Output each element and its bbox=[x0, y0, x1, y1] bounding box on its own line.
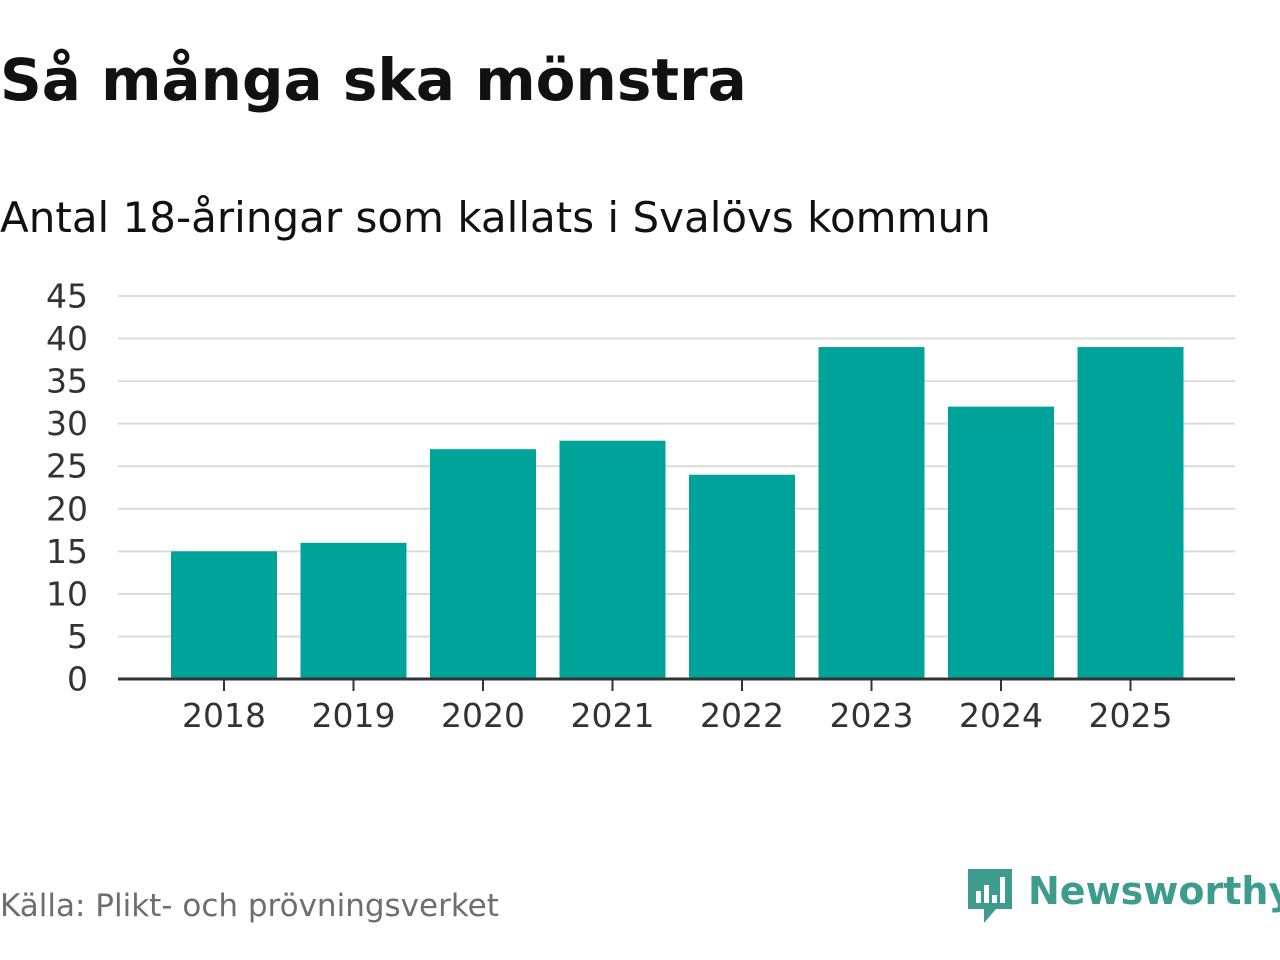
bars bbox=[171, 347, 1184, 679]
x-tick-labels: 2018 2019 2020 2021 2022 2023 2024 2025 bbox=[182, 696, 1172, 735]
bar-2025 bbox=[1077, 347, 1184, 679]
x-tick-label: 2018 bbox=[182, 696, 266, 735]
y-tick-label: 35 bbox=[46, 362, 88, 401]
newsworthy-logo-icon bbox=[968, 869, 1012, 923]
x-tick-label: 2025 bbox=[1089, 696, 1173, 735]
y-tick-label: 20 bbox=[46, 489, 88, 528]
x-tick-label: 2023 bbox=[830, 696, 914, 735]
x-tick-label: 2022 bbox=[700, 696, 784, 735]
y-tick-label: 40 bbox=[46, 319, 88, 358]
bar-2019 bbox=[300, 542, 407, 679]
y-tick-label: 30 bbox=[46, 404, 88, 443]
x-tick-label: 2019 bbox=[312, 696, 396, 735]
x-axis bbox=[118, 677, 1235, 691]
chart-subtitle: Antal 18-åringar som kallats i Svalövs k… bbox=[0, 193, 991, 242]
y-tick-label: 15 bbox=[46, 532, 88, 571]
bar-2024 bbox=[948, 406, 1054, 679]
brand-name: Newsworthy bbox=[1028, 869, 1280, 913]
y-tick-label: 25 bbox=[46, 447, 88, 486]
y-tick-label: 5 bbox=[67, 617, 88, 656]
x-tick-label: 2024 bbox=[959, 696, 1043, 735]
y-tick-label: 45 bbox=[46, 277, 88, 316]
bar-2018 bbox=[171, 551, 277, 679]
y-tick-label: 0 bbox=[67, 660, 88, 699]
source-note: Källa: Plikt- och prövningsverket bbox=[0, 888, 499, 924]
chart-title: Så många ska mönstra bbox=[0, 46, 747, 114]
bar-2020 bbox=[430, 449, 536, 679]
x-tick-label: 2020 bbox=[441, 696, 525, 735]
bar-2023 bbox=[818, 347, 925, 679]
bar-2022 bbox=[689, 474, 795, 679]
brand: Newsworthy bbox=[964, 864, 1280, 928]
bar-2021 bbox=[559, 440, 666, 679]
y-tick-label: 10 bbox=[46, 574, 88, 613]
gridlines bbox=[118, 295, 1235, 638]
x-tick-label: 2021 bbox=[571, 696, 655, 735]
